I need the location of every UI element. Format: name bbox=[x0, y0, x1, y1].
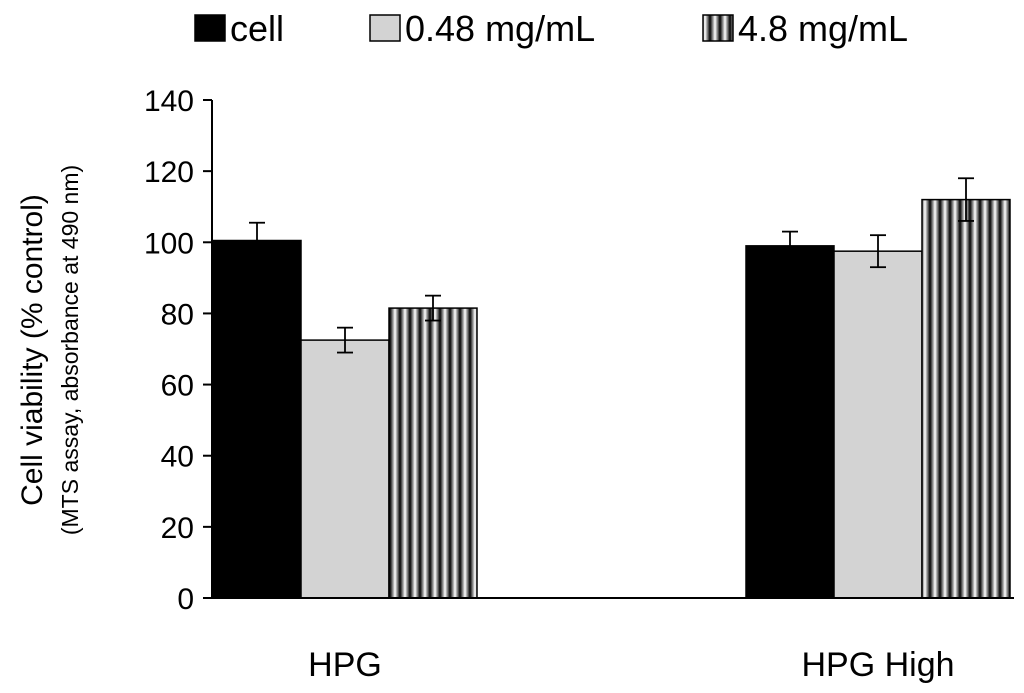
y-axis-sublabel: (MTS assay, absorbance at 490 nm) bbox=[57, 165, 83, 535]
legend: cell 0.48 mg/mL 4.8 mg/mL bbox=[194, 8, 908, 49]
axes bbox=[211, 100, 1014, 599]
error-bar-4-8-mg-ml-hpg-high bbox=[958, 177, 974, 222]
y-tick-label: 0 bbox=[177, 583, 194, 616]
legend-item-0-48-mg-ml: 0.48 mg/mL bbox=[369, 8, 595, 49]
y-tick-label: 120 bbox=[144, 156, 194, 189]
x-category-label: HPG bbox=[308, 646, 382, 684]
y-tick-label: 80 bbox=[161, 298, 194, 331]
error-bar-0-48-mg-ml-hpg-high bbox=[870, 234, 886, 269]
error-bars bbox=[249, 177, 974, 354]
error-bar-0-48-mg-ml-hpg bbox=[337, 326, 353, 354]
error-bar-cell-hpg-high bbox=[782, 230, 798, 261]
legend-label: 4.8 mg/mL bbox=[738, 8, 908, 49]
y-tick-label: 20 bbox=[161, 512, 194, 545]
legend-swatch bbox=[369, 14, 401, 42]
bar-4-8-mg-ml-hpg bbox=[388, 307, 478, 599]
x-category-label: HPG High bbox=[801, 646, 954, 684]
legend-label: 0.48 mg/mL bbox=[405, 8, 595, 49]
bars bbox=[212, 198, 1011, 599]
x-categories: HPG HPG High bbox=[308, 646, 954, 684]
bar-cell-hpg bbox=[212, 239, 302, 599]
y-axis-label: Cell viability (% control) bbox=[16, 194, 49, 506]
y-tick-label: 40 bbox=[161, 441, 194, 474]
bar-cell-hpg-high bbox=[745, 245, 835, 599]
y-tick-label: 60 bbox=[161, 370, 194, 403]
bar-4-8-mg-ml-hpg-high bbox=[921, 198, 1011, 599]
y-ticks: 0 20 40 60 80 100 120 140 bbox=[144, 85, 212, 616]
legend-swatch bbox=[194, 14, 226, 42]
y-tick-label: 140 bbox=[144, 85, 194, 118]
error-bar-cell-hpg bbox=[249, 221, 265, 260]
bar-0-48-mg-ml-hpg-high bbox=[833, 250, 923, 599]
legend-item-cell: cell bbox=[194, 8, 284, 49]
error-bar-4-8-mg-ml-hpg bbox=[425, 294, 441, 322]
y-tick-label: 100 bbox=[144, 227, 194, 260]
legend-label: cell bbox=[230, 8, 284, 49]
y-axis-title: Cell viability (% control) (MTS assay, a… bbox=[16, 165, 83, 535]
bar-0-48-mg-ml-hpg bbox=[300, 339, 390, 599]
legend-swatch bbox=[702, 14, 734, 42]
legend-item-4-8-mg-ml: 4.8 mg/mL bbox=[702, 8, 908, 49]
